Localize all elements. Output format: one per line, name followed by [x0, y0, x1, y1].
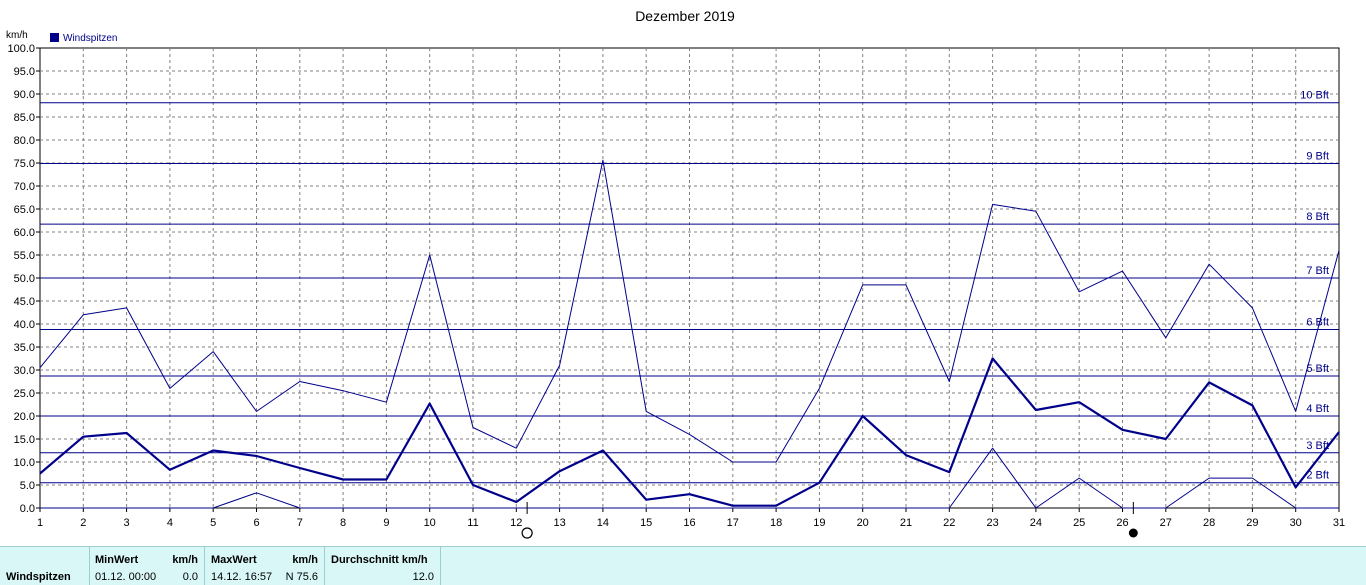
series-line-max — [39, 159, 1340, 463]
chart-title: Dezember 2019 — [635, 8, 735, 24]
stats-max-cell: MaxWert km/h 14.12. 16:57 N 75.6 — [205, 547, 325, 585]
x-tick-label: 7 — [297, 517, 303, 529]
x-tick-label: 15 — [640, 517, 652, 529]
series-line-min — [40, 447, 1339, 509]
x-tick-label: 30 — [1290, 517, 1302, 529]
beaufort-label: 3 Bft — [1306, 440, 1329, 452]
x-tick-label: 13 — [553, 517, 565, 529]
max-value: N 75.6 — [285, 571, 318, 583]
legend-swatch — [50, 33, 59, 42]
x-tick-label: 27 — [1160, 517, 1172, 529]
x-tick-label: 24 — [1030, 517, 1042, 529]
y-tick-label: 40.0 — [14, 319, 35, 331]
x-tick-label: 5 — [210, 517, 216, 529]
new-moon-icon — [1128, 528, 1138, 538]
stats-row-label: Windspitzen — [6, 571, 71, 583]
stats-min-cell: MinWert km/h 01.12. 00:00 0.0 — [90, 547, 205, 585]
y-tick-label: 100.0 — [7, 43, 35, 55]
min-header: MinWert — [95, 554, 139, 566]
legend-label: Windspitzen — [63, 33, 117, 44]
x-tick-label: 25 — [1073, 517, 1085, 529]
x-tick-label: 17 — [727, 517, 739, 529]
min-value: 0.0 — [182, 571, 198, 583]
stats-row-label-cell: Windspitzen — [0, 547, 90, 585]
x-tick-label: 14 — [597, 517, 609, 529]
plot-area: 1 2 3 4 5 6 7 8 9 10 11 12 13 14 15 16 17 18 19 20 21 22 23 24 2… — [7, 43, 1345, 539]
y-tick-label: 5.0 — [20, 480, 35, 492]
y-axis-unit: km/h — [6, 30, 28, 41]
beaufort-label: 8 Bft — [1306, 211, 1329, 223]
x-tick-label: 8 — [340, 517, 346, 529]
beaufort-label: 7 Bft — [1306, 265, 1329, 277]
y-tick-label: 90.0 — [14, 89, 35, 101]
x-tick-label: 26 — [1116, 517, 1128, 529]
x-tick-label: 23 — [986, 517, 998, 529]
x-tick-label: 2 — [80, 517, 86, 529]
x-tick-label: 20 — [857, 517, 869, 529]
x-tick-label: 18 — [770, 517, 782, 529]
y-tick-label: 65.0 — [14, 204, 35, 216]
beaufort-label: 5 Bft — [1306, 363, 1329, 375]
avg-value: 12.0 — [412, 571, 434, 583]
y-tick-label: 60.0 — [14, 227, 35, 239]
x-tick-label: 10 — [424, 517, 436, 529]
x-tick-label: 6 — [253, 517, 259, 529]
y-tick-label: 70.0 — [14, 181, 35, 193]
x-tick-label: 19 — [813, 517, 825, 529]
beaufort-label: 9 Bft — [1306, 150, 1329, 162]
series-line-mean — [39, 357, 1340, 507]
max-time: 14.12. 16:57 — [211, 571, 273, 583]
y-tick-label: 80.0 — [14, 135, 35, 147]
y-tick-label: 15.0 — [14, 434, 35, 446]
y-tick-label: 95.0 — [14, 66, 35, 78]
beaufort-label: 6 Bft — [1306, 317, 1329, 329]
y-tick-label: 50.0 — [14, 273, 35, 285]
stats-table: Windspitzen MinWert km/h 01.12. 00:00 0.… — [0, 546, 1366, 585]
full-moon-icon — [521, 527, 533, 539]
min-time: 01.12. 00:00 — [95, 571, 157, 583]
x-tick-label: 21 — [900, 517, 912, 529]
x-tick-label: 12 — [510, 517, 522, 529]
min-unit: km/h — [172, 554, 198, 566]
x-tick-label: 16 — [683, 517, 695, 529]
y-tick-label: 10.0 — [14, 457, 35, 469]
y-tick-label: 25.0 — [14, 388, 35, 400]
y-tick-label: 85.0 — [14, 112, 35, 124]
y-tick-label: 75.0 — [14, 158, 35, 170]
y-tick-label: 30.0 — [14, 365, 35, 377]
x-tick-label: 11 — [467, 517, 478, 529]
x-tick-label: 3 — [124, 517, 130, 529]
x-tick-label: 31 — [1333, 517, 1345, 529]
x-tick-label: 9 — [383, 517, 389, 529]
x-tick-label: 4 — [167, 517, 173, 529]
x-tick-label: 29 — [1246, 517, 1258, 529]
y-tick-label: 35.0 — [14, 342, 35, 354]
beaufort-label: 4 Bft — [1306, 403, 1329, 415]
y-tick-label: 0.0 — [20, 503, 35, 515]
x-tick-label: 1 — [37, 517, 43, 529]
y-tick-label: 45.0 — [14, 296, 35, 308]
beaufort-label: 10 Bft — [1300, 90, 1329, 102]
x-tick-label: 22 — [943, 517, 955, 529]
y-tick-label: 20.0 — [14, 411, 35, 423]
max-unit: km/h — [292, 554, 318, 566]
stats-avg-cell: Durchschnitt km/h 12.0 — [325, 547, 441, 585]
y-tick-label: 55.0 — [14, 250, 35, 262]
x-tick-label: 28 — [1203, 517, 1215, 529]
beaufort-label: 2 Bft — [1306, 470, 1329, 482]
avg-header: Durchschnitt km/h — [331, 554, 428, 566]
max-header: MaxWert — [211, 554, 257, 566]
